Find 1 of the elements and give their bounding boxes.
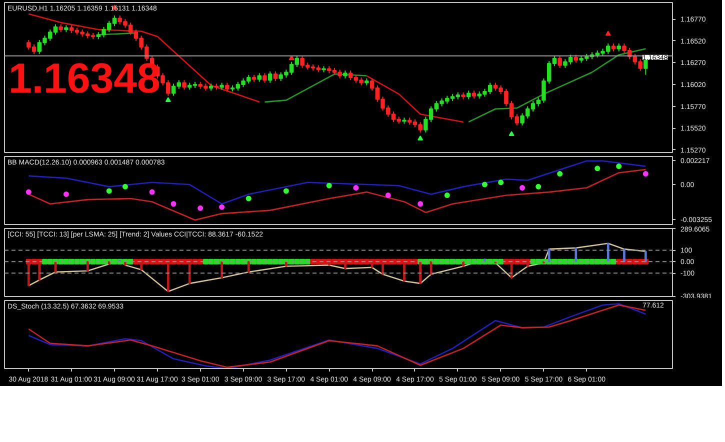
annotation: 1.16348	[8, 54, 160, 102]
